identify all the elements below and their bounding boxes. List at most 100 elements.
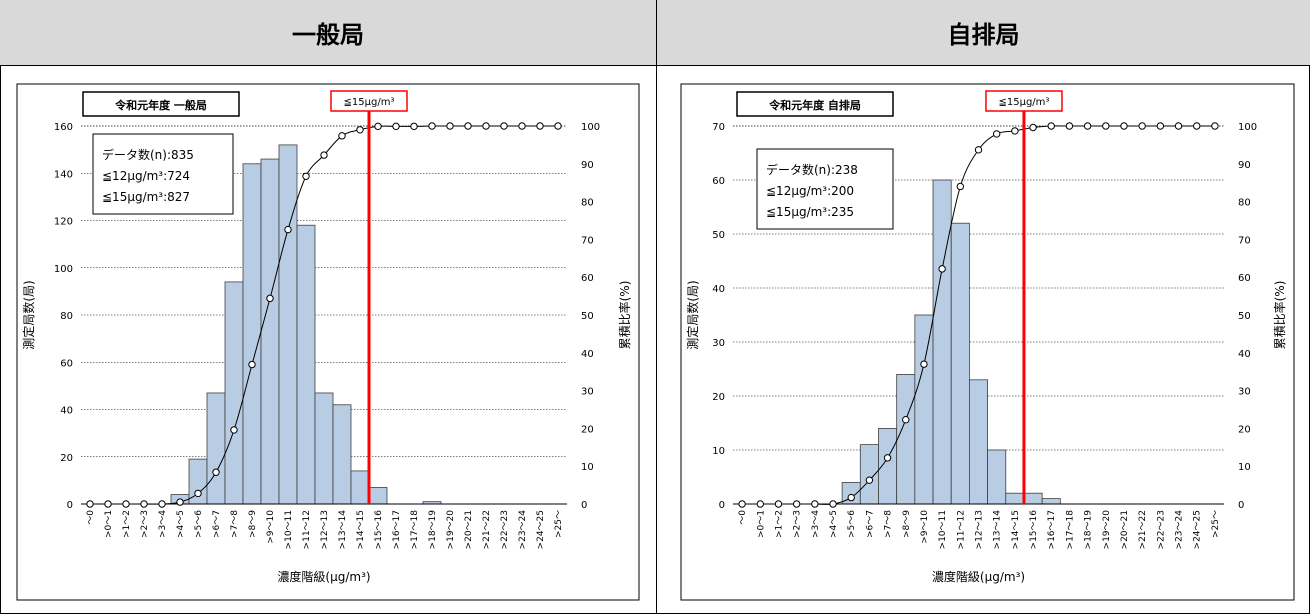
x-tick-label: >21～22 <box>1138 510 1148 549</box>
cumulative-point <box>104 500 112 508</box>
stats-line: ≦12μg/m³:200 <box>766 184 854 198</box>
cumulative-point <box>1083 122 1092 130</box>
cumulative-point <box>302 172 310 180</box>
cumulative-point <box>410 122 418 131</box>
cumulative-point <box>902 416 910 424</box>
histogram-bar <box>350 470 370 505</box>
x-tick-label: >4～5 <box>829 510 839 538</box>
cumulative-point <box>482 122 490 130</box>
x-tick-label: >19～20 <box>1102 510 1112 550</box>
x-tick-label: >14～15 <box>356 510 366 549</box>
cumulative-point <box>122 500 130 508</box>
y2-tick-label: 100 <box>1238 122 1257 133</box>
histogram-bar <box>987 449 1007 505</box>
cumulative-point <box>738 500 746 508</box>
cumulative-point <box>974 146 983 154</box>
x-tick-label: >25～ <box>1211 510 1221 538</box>
y-tick-label: 140 <box>54 169 73 180</box>
x-tick-label: >4～5 <box>176 510 186 538</box>
y2-tick-label: 100 <box>581 122 600 133</box>
histogram-bar <box>296 224 316 505</box>
cumulative-point <box>392 122 400 131</box>
x-tick-label: >10～11 <box>938 510 948 549</box>
x-tick-label: >20～21 <box>464 510 474 549</box>
cumulative-point <box>158 500 166 508</box>
cumulative-point <box>792 500 801 508</box>
stats-box <box>756 148 894 230</box>
x-tick-label: >24～25 <box>1193 510 1203 549</box>
histogram-bar <box>332 404 352 505</box>
y-tick-label: 70 <box>712 122 725 133</box>
panel-header-roadside: 自排局 <box>657 0 1310 66</box>
x-tick-label: >0～1 <box>756 510 766 538</box>
y2-tick-label: 20 <box>581 424 594 435</box>
histogram-bar <box>914 314 934 505</box>
cumulative-point <box>1193 122 1201 130</box>
x-tick-label: >10～11 <box>284 510 294 549</box>
x-tick-label: >1～2 <box>122 510 132 538</box>
y2-tick-label: 80 <box>1238 198 1251 209</box>
y2-tick-label: 70 <box>581 235 594 246</box>
cumulative-point <box>865 476 874 484</box>
y-tick-label: 20 <box>712 392 725 403</box>
threshold-label: ≦15μg/m³ <box>344 97 395 108</box>
stats-line: ≦15μg/m³:827 <box>102 190 190 204</box>
x-tick-label: >17～18 <box>410 510 420 550</box>
x-tick-label: >25～ <box>554 510 564 538</box>
cumulative-point <box>1011 127 1019 135</box>
cumulative-point <box>536 122 544 130</box>
cumulative-point <box>446 122 454 130</box>
y2-tick-label: 50 <box>581 311 594 322</box>
cumulative-point <box>284 225 292 234</box>
x-tick-label: >12～13 <box>320 510 330 549</box>
cumulative-point <box>1029 123 1037 132</box>
chart-title: 令和元年度 一般局 <box>114 98 207 112</box>
chart-title-box <box>736 91 894 117</box>
cumulative-point <box>1047 122 1055 130</box>
histogram-bar <box>859 444 879 505</box>
x-tick-label: >8～9 <box>248 510 258 538</box>
x-tick-label: >11～12 <box>956 510 966 549</box>
y2-tick-label: 70 <box>1238 235 1251 246</box>
cumulative-point <box>320 151 328 159</box>
histogram-bar <box>1041 498 1061 505</box>
x-tick-label: >11～12 <box>302 510 312 549</box>
cumulative-point <box>756 500 764 508</box>
cumulative-point <box>920 360 928 368</box>
cumulative-point <box>1120 122 1128 130</box>
x-tick-label: ～0 <box>86 510 96 525</box>
cumulative-point <box>1156 122 1165 130</box>
cumulative-point <box>1138 122 1146 130</box>
y-tick-label: 60 <box>712 176 725 187</box>
x-tick-label: >0～1 <box>104 510 114 538</box>
cumulative-point <box>554 122 562 130</box>
y-tick-label: 0 <box>67 500 73 511</box>
cumulative-point <box>956 182 965 191</box>
cumulative-point <box>1065 122 1074 130</box>
chart-title: 令和元年度 自排局 <box>768 98 861 112</box>
cumulative-point <box>1102 122 1110 130</box>
y-tick-label: 30 <box>712 338 725 349</box>
x-tick-label: >16～17 <box>392 510 402 549</box>
cumulative-point <box>176 498 184 506</box>
x-tick-label: >22～23 <box>1156 510 1166 549</box>
x-tick-label: >18～19 <box>428 510 438 550</box>
x-tick-label: >14～15 <box>1011 510 1021 549</box>
stats-line: ≦15μg/m³:235 <box>766 205 854 219</box>
x-tick-label: >1～2 <box>774 510 784 538</box>
x-tick-label: >19～20 <box>446 510 456 550</box>
y2-tick-label: 60 <box>1238 273 1251 284</box>
y-tick-label: 80 <box>60 311 73 322</box>
cumulative-point <box>992 130 1001 138</box>
y-tick-label: 50 <box>712 230 725 241</box>
cumulative-point <box>811 500 819 508</box>
x-tick-label: >15～16 <box>374 510 384 550</box>
cumulative-point <box>374 122 382 131</box>
y-tick-label: 40 <box>712 284 725 295</box>
histogram-bar <box>1023 492 1043 505</box>
x-tick-label: >2～3 <box>140 510 150 538</box>
stats-box <box>92 133 234 215</box>
histogram-bar <box>932 179 952 505</box>
x-tick-label: >3～4 <box>811 510 821 538</box>
y-tick-label: 20 <box>60 453 73 464</box>
